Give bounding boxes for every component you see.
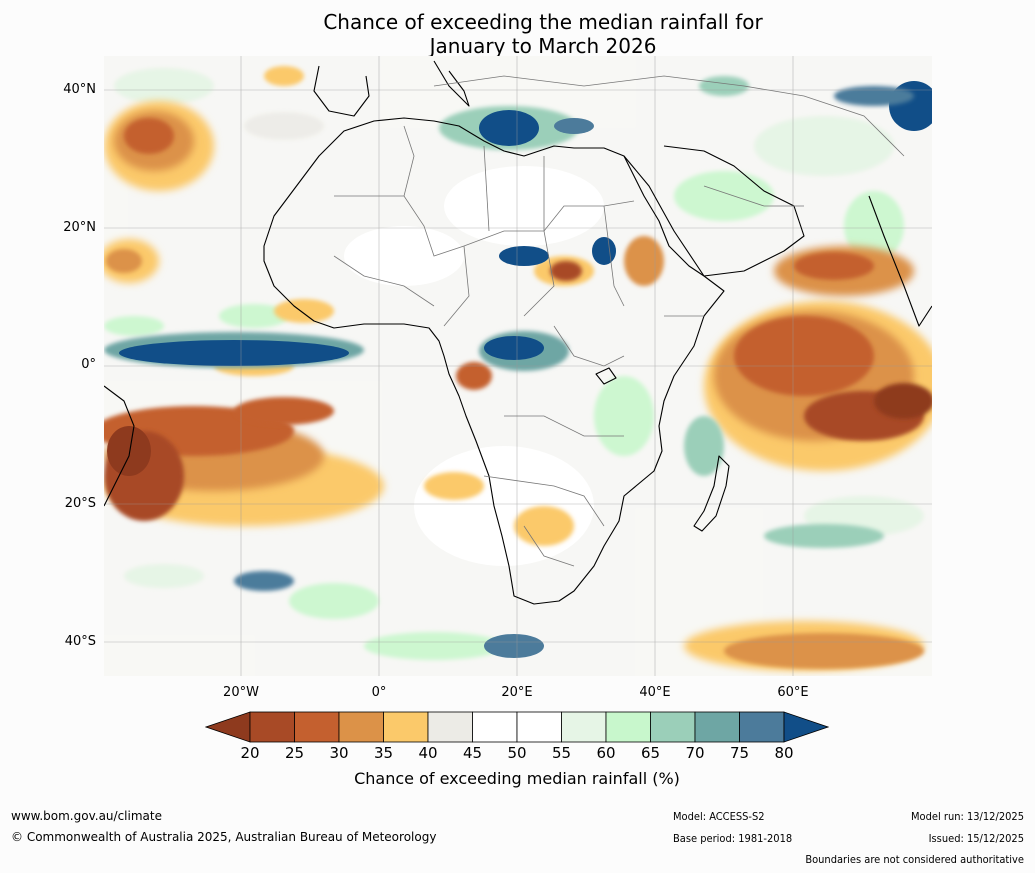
footer-model: Model: ACCESS-S2	[673, 810, 765, 823]
colorbar-tick-label: 35	[373, 744, 394, 762]
colorbar-tick-label: 50	[507, 744, 527, 762]
lake-victoria	[595, 367, 617, 385]
colorbar-cell	[472, 711, 518, 743]
colorbar-cell	[427, 711, 473, 743]
arabia-coastline	[623, 145, 805, 277]
india-coastline	[868, 195, 932, 327]
colorbar-cell	[605, 711, 651, 743]
colorbar-cell	[516, 711, 562, 743]
footer-disclaimer: Boundaries are not considered authoritat…	[805, 853, 1024, 866]
colorbar-tick-label: 80	[774, 744, 794, 762]
colorbar-tick-label: 20	[240, 744, 260, 762]
country-boundaries	[333, 75, 905, 567]
colorbar-cell	[249, 711, 295, 743]
footer-issued: Issued: 15/12/2025	[928, 832, 1024, 845]
dry-anomalies	[104, 66, 932, 671]
colorbar-cell	[561, 711, 607, 743]
footer-base-period: Base period: 1981-2018	[673, 832, 793, 845]
colorbar-cell	[294, 711, 340, 743]
lon-label-60e: 60°E	[777, 685, 809, 700]
colorbar-cell	[650, 711, 696, 743]
colorbar-tick-label: 40	[418, 744, 438, 762]
colorbar-cell	[739, 711, 785, 743]
colorbar-cell	[383, 711, 429, 743]
colorbar	[205, 711, 829, 743]
colorbar-tick-label: 60	[596, 744, 616, 762]
rainfall-map	[104, 56, 932, 676]
africa-coastline	[263, 117, 725, 605]
iberia-coastline	[313, 65, 370, 117]
footer-url[interactable]: www.bom.gov.au/climate	[11, 809, 162, 823]
south-america-coastline	[104, 385, 135, 507]
graticule	[104, 56, 932, 676]
lon-label-20e: 20°E	[501, 685, 533, 700]
footer-model-run: Model run: 13/12/2025	[911, 810, 1024, 823]
lat-label-40n: 40°N	[63, 82, 96, 97]
madagascar-coastline	[693, 455, 730, 532]
colorbar-extend-low	[205, 711, 251, 743]
lon-label-20w: 20°W	[223, 685, 259, 700]
colorbar-tick-label: 25	[284, 744, 305, 762]
lon-label-40e: 40°E	[639, 685, 671, 700]
italy-coastline	[433, 60, 470, 107]
lat-label-0: 0°	[81, 357, 96, 372]
chart-title-line-2: January to March 2026	[429, 34, 657, 58]
map-svg	[104, 56, 932, 676]
lat-label-20s: 20°S	[64, 496, 96, 511]
coastlines	[104, 60, 932, 605]
lat-label-40s: 40°S	[64, 634, 96, 649]
colorbar-tick-label: 55	[551, 744, 572, 762]
colorbar-tick-label: 70	[685, 744, 705, 762]
chart-title-line-1: Chance of exceeding the median rainfall …	[323, 10, 763, 34]
colorbar-tick-label: 30	[329, 744, 349, 762]
colorbar-tick-label: 65	[640, 744, 661, 762]
footer-copyright: © Commonwealth of Australia 2025, Austra…	[11, 830, 437, 844]
colorbar-cell	[694, 711, 740, 743]
colorbar-extend-high	[783, 711, 829, 743]
colorbar-tick-label: 45	[462, 744, 483, 762]
colorbar-label: Chance of exceeding median rainfall (%)	[354, 769, 680, 788]
lon-label-0: 0°	[371, 685, 387, 700]
colorbar-tick-label: 75	[729, 744, 750, 762]
lat-label-20n: 20°N	[63, 220, 96, 235]
wet-anomalies	[104, 76, 932, 658]
colorbar-cell	[338, 711, 384, 743]
